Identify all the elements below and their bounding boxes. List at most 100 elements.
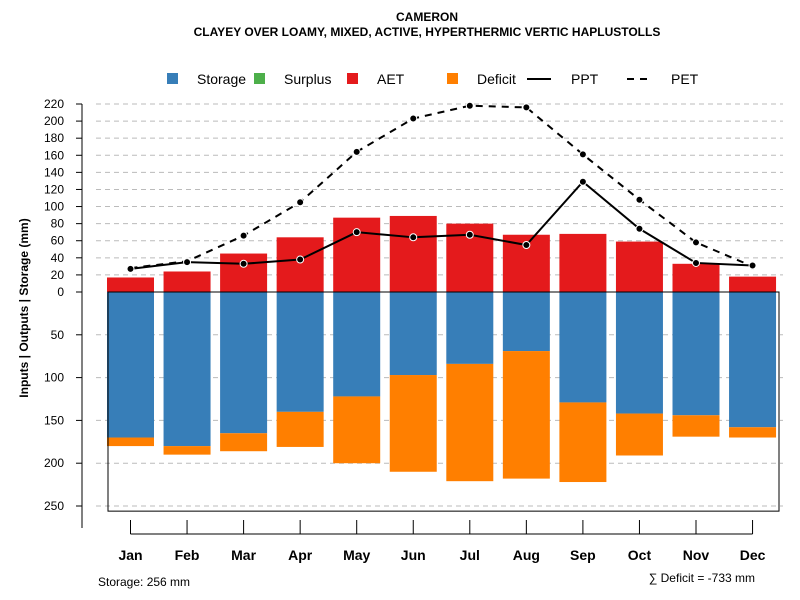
deficit-bar: [672, 415, 720, 437]
legend-storage-swatch: [167, 73, 178, 84]
storage-bar: [163, 292, 211, 447]
aet-bar: [107, 277, 154, 292]
pet-point: [409, 114, 418, 123]
storage-bar: [559, 292, 607, 403]
ytick-label: 20: [51, 268, 65, 282]
ytick-label: 120: [44, 182, 64, 196]
gridlines: [96, 103, 783, 507]
chart-title: CAMERON: [396, 10, 458, 24]
storage-bar: [729, 292, 777, 428]
pet-point: [692, 238, 700, 247]
aet-bar: [615, 241, 663, 292]
ppt-point: [296, 255, 305, 264]
aet-bar: [389, 215, 437, 292]
ytick-label: 250: [44, 499, 64, 513]
aet-bar: [163, 271, 211, 292]
ppt-point: [578, 177, 587, 186]
ppt-point: [352, 228, 361, 237]
ytick-label: 50: [51, 328, 65, 342]
legend-deficit-label: Deficit: [477, 71, 516, 87]
storage-bar: [220, 292, 268, 434]
pet-point: [352, 147, 361, 156]
pet-point: [296, 198, 305, 207]
xtick-label: Jan: [118, 547, 142, 563]
pet-point: [239, 231, 248, 240]
ppt-point: [183, 258, 192, 267]
storage-bar: [107, 292, 154, 438]
aet-bar: [672, 263, 720, 292]
ppt-line: [130, 180, 753, 270]
ppt-point: [692, 258, 700, 267]
legend-deficit-swatch: [447, 73, 458, 84]
ytick-label: 200: [44, 456, 64, 470]
chart-subtitle: CLAYEY OVER LOAMY, MIXED, ACTIVE, HYPERT…: [194, 25, 661, 39]
ppt-point: [635, 224, 644, 233]
storage-bar: [389, 292, 437, 376]
legend-surplus-label: Surplus: [284, 71, 331, 87]
storage-capacity-box: [107, 291, 780, 512]
xtick-label: Oct: [628, 547, 652, 563]
aet-bar: [220, 253, 268, 292]
xtick-label: Nov: [683, 547, 710, 563]
xtick-label: Sep: [570, 547, 596, 563]
ytick-label: 150: [44, 413, 64, 427]
ytick-label: 80: [51, 217, 65, 231]
deficit-footer: ∑ Deficit = -733 mm: [649, 571, 755, 585]
bars: [107, 215, 777, 483]
xtick-label: Mar: [231, 547, 256, 563]
legend-storage-label: Storage: [197, 71, 246, 87]
ppt-point: [748, 261, 757, 270]
ppt-point: [465, 230, 474, 239]
xtick-label: Jul: [460, 547, 480, 563]
legend: Storage Surplus AET Deficit PPT PET: [167, 71, 699, 87]
ppt-point: [239, 259, 248, 268]
storage-bar: [276, 292, 324, 412]
xtick-label: Apr: [288, 547, 313, 563]
deficit-bar: [615, 413, 663, 456]
xtick-label: May: [343, 547, 370, 563]
pet-line: [130, 104, 753, 270]
aet-bar: [276, 237, 324, 292]
ytick-label: 0: [57, 285, 64, 299]
legend-ppt-label: PPT: [571, 71, 599, 87]
deficit-bar: [276, 411, 324, 447]
ytick-label: 100: [44, 371, 64, 385]
xtick-label: Dec: [740, 547, 766, 563]
storage-bar: [502, 292, 550, 352]
storage-bar: [615, 292, 663, 414]
deficit-bar: [163, 446, 211, 455]
deficit-bar: [446, 363, 494, 482]
lines: [126, 101, 757, 273]
pet-point: [635, 195, 644, 204]
aet-bar: [559, 233, 607, 292]
deficit-bar: [729, 427, 777, 438]
ytick-label: 40: [51, 251, 65, 265]
deficit-bar: [333, 396, 381, 464]
legend-aet-swatch: [347, 73, 358, 84]
deficit-bar: [107, 437, 154, 447]
ytick-label: 140: [44, 165, 64, 179]
storage-bar: [333, 292, 381, 397]
deficit-bar: [559, 402, 607, 483]
legend-pet-label: PET: [671, 71, 699, 87]
ppt-point: [522, 241, 531, 249]
xtick-label: Feb: [175, 547, 200, 563]
deficit-bar: [220, 433, 268, 452]
storage-bar: [446, 292, 494, 364]
axes: 0 20 40 60 80 100 120 140 160 180 200 220 50 100 150 20…: [44, 97, 780, 563]
ppt-point: [409, 233, 418, 242]
ytick-label: 160: [44, 148, 64, 162]
legend-surplus-swatch: [254, 73, 265, 84]
ppt-point: [126, 264, 135, 273]
pet-point: [578, 150, 587, 159]
ytick-label: 60: [51, 234, 65, 248]
pet-point: [465, 101, 474, 110]
xtick-label: Aug: [513, 547, 540, 563]
aet-bar: [729, 276, 777, 292]
deficit-bar: [389, 375, 437, 472]
ytick-label: 100: [44, 200, 64, 214]
xtick-label: Jun: [401, 547, 426, 563]
storage-bar: [672, 292, 720, 416]
ytick-label: 220: [44, 97, 64, 111]
